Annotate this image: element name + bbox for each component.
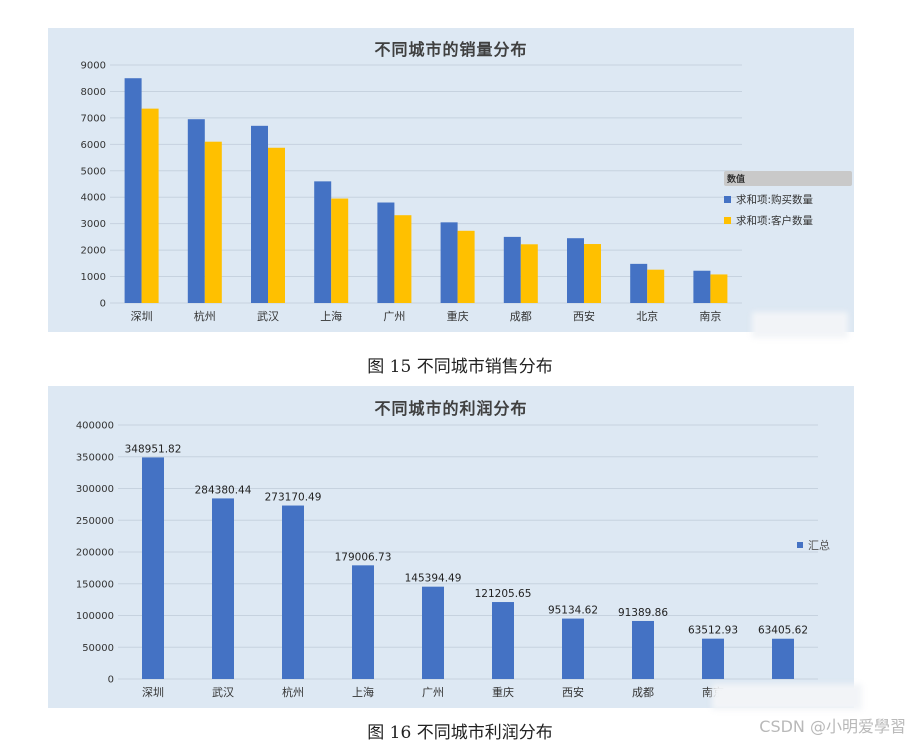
sales-chart-legend: 数值 求和项:购买数量 求和项:客户数量 [724,171,852,228]
bar [331,198,349,303]
x-tick-label: 深圳 [131,310,153,323]
bar [440,222,458,303]
bar [562,618,584,679]
y-tick-label: 50000 [82,643,114,654]
sales-chart-panel: 不同城市的销量分布 0 1000 2000 3000 4000 5000 6000 7000 8… [48,28,854,332]
bar [268,147,285,303]
bar [647,269,665,303]
y-tick-label: 300000 [76,484,114,495]
x-tick-label: 深圳 [142,686,164,699]
x-tick-label: 重庆 [447,309,469,323]
legend-swatch-blue [797,542,803,548]
x-tick-label: 西安 [573,309,595,323]
bar [314,181,332,303]
x-tick-label: 重庆 [492,685,514,699]
sales-chart-plot: 0 1000 2000 3000 4000 5000 6000 7000 8000 9000 深圳 杭… [81,61,742,323]
sales-chart-title: 不同城市的销量分布 [374,40,528,59]
x-tick-label: 武汉 [212,686,234,699]
x-tick-label: 成都 [510,310,532,323]
bar [567,238,584,303]
profit-chart-panel: 不同城市的利润分布 0 50000 100000 150000 200000 250000… [48,386,854,708]
data-label: 91389.86 [618,607,668,619]
legend-label: 汇总 [808,539,830,552]
y-tick-label: 1000 [81,272,106,283]
bar [710,274,728,303]
y-tick-label: 9000 [81,61,106,72]
x-tick-label: 杭州 [282,685,304,699]
figure-15-caption: 图 15 不同城市销售分布 [367,357,553,377]
y-tick-label: 150000 [76,579,114,590]
x-tick-label: 广州 [383,310,405,323]
bar [772,638,794,679]
x-tick-label: 广州 [422,686,444,699]
bar [422,586,444,679]
blurred-area [752,312,848,338]
y-tick-label: 0 [100,299,106,310]
bar [282,505,304,679]
bar [503,236,521,303]
y-tick-label: 400000 [76,421,114,432]
x-tick-label: 武汉 [257,310,279,323]
legend-label: 求和项:购买数量 [736,194,814,206]
y-tick-label: 3000 [81,219,106,230]
legend-swatch-blue [724,196,731,203]
x-tick-label: 上海 [320,309,342,323]
data-label: 145394.49 [405,573,462,585]
figure-16-caption: 图 16 不同城市利润分布 [367,723,553,743]
profit-chart-legend: 汇总 [797,537,830,553]
bar [212,498,234,679]
bar [693,270,711,303]
y-tick-label: 6000 [81,140,106,151]
profit-chart-title: 不同城市的利润分布 [374,399,528,418]
data-label: 121205.65 [475,588,532,600]
y-tick-label: 350000 [76,452,114,463]
legend-item-customer-qty: 求和项:客户数量 [724,213,852,228]
bar [141,108,159,303]
bar [124,78,142,303]
y-tick-label: 7000 [81,113,106,124]
bar [377,202,395,303]
x-tick-label: 杭州 [194,309,216,323]
x-tick-label: 北京 [636,309,658,323]
bar [352,565,374,679]
y-tick-label: 200000 [76,548,114,559]
bar [492,602,514,679]
bar [702,638,724,679]
y-tick-label: 8000 [81,87,106,98]
bar [142,457,164,679]
bar [520,244,538,303]
x-tick-label: 南京 [699,309,721,323]
y-tick-label: 2000 [81,246,106,257]
data-label: 348951.82 [125,443,182,455]
y-tick-label: 250000 [76,516,114,527]
y-tick-label: 4000 [81,193,106,204]
bar [630,263,648,303]
legend-item-purchase-qty: 求和项:购买数量 [724,192,852,207]
data-label: 273170.49 [265,492,322,504]
data-label: 95134.62 [548,605,598,617]
data-label: 284380.44 [195,484,252,496]
blurred-area [712,684,862,710]
data-label: 179006.73 [335,551,392,563]
bar [394,215,412,303]
x-tick-label: 西安 [562,685,584,699]
y-tick-label: 5000 [81,166,106,177]
y-tick-label: 0 [108,675,114,686]
legend-swatch-yellow [724,217,731,224]
y-tick-label: 100000 [76,611,114,622]
legend-label: 求和项:客户数量 [736,215,814,227]
legend-title: 数值 [724,171,852,186]
csdn-watermark: CSDN @小明爱學習 [759,717,906,736]
bar [251,125,268,303]
x-tick-label: 成都 [632,686,654,699]
bar [457,230,475,303]
bar [632,620,654,679]
bar [187,119,205,303]
bar [204,141,222,303]
x-tick-label: 上海 [352,685,374,699]
bar [584,244,601,303]
profit-chart-plot: 0 50000 100000 150000 200000 250000 300000 3500… [76,421,818,699]
data-label: 63405.62 [758,625,808,637]
data-label: 63512.93 [688,625,738,637]
